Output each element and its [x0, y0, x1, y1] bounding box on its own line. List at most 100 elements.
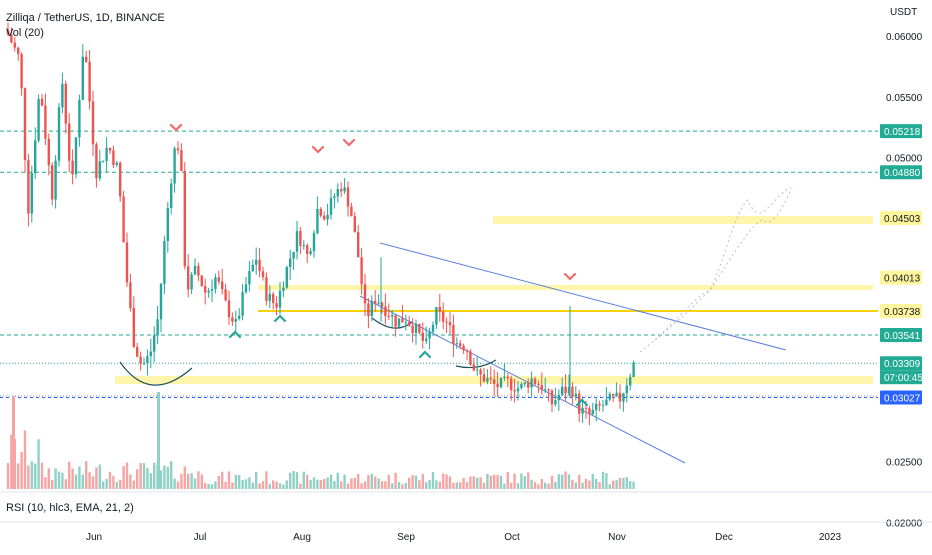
candle-body — [251, 264, 254, 272]
candle-body — [244, 284, 248, 293]
volume-bar — [241, 479, 244, 489]
candle-body — [618, 392, 622, 402]
candle-body — [323, 215, 326, 220]
volume-bar — [238, 474, 241, 489]
volume-bar — [258, 483, 261, 489]
candle-body — [176, 148, 180, 151]
rsi-indicator-label[interactable]: RSI (10, hlc3, EMA, 21, 2) — [6, 502, 134, 514]
candle-body — [486, 377, 489, 382]
volume-bar — [336, 472, 339, 489]
volume-bar — [455, 482, 458, 489]
candle-body — [238, 315, 241, 319]
candle-body — [377, 302, 380, 304]
candle-body — [319, 208, 322, 216]
candle-body — [68, 123, 71, 161]
volume-bar — [588, 480, 591, 489]
volume-bar — [537, 484, 540, 489]
candle-body — [520, 384, 523, 389]
price-label-badge — [880, 270, 922, 285]
candle-body — [469, 351, 472, 365]
candle-body — [612, 393, 615, 396]
volume-bar — [374, 476, 377, 489]
volume-bar — [157, 392, 160, 489]
candle-body — [387, 316, 390, 318]
volume-bar — [561, 474, 564, 489]
candle-body — [574, 393, 577, 397]
candle-body — [37, 98, 40, 141]
price-label-badge — [880, 390, 922, 405]
volume-bar — [102, 481, 105, 489]
volume-bar — [23, 430, 27, 489]
candle-body — [418, 323, 421, 333]
volume-bar — [68, 461, 71, 489]
volume-bar — [306, 474, 309, 489]
volume-bar — [394, 472, 397, 489]
candle-body — [156, 319, 159, 336]
candle-body — [278, 290, 282, 308]
candle-body — [510, 378, 513, 391]
candle-body — [523, 382, 526, 385]
candle-body — [445, 321, 448, 323]
volume-bar — [173, 478, 176, 489]
volume-bar — [612, 480, 615, 489]
volume-bar — [625, 477, 628, 489]
volume-bar — [581, 482, 584, 489]
candle-body — [404, 322, 407, 324]
volume-bar — [547, 483, 550, 489]
volume-bar — [47, 468, 50, 489]
candle-body — [411, 325, 414, 334]
volume-bar — [244, 479, 248, 489]
volume-bar — [346, 483, 350, 489]
volume-bar — [425, 482, 428, 489]
candle-body — [71, 160, 74, 175]
volume-bar — [357, 473, 360, 489]
volume-bar — [20, 452, 23, 489]
candle-body — [197, 265, 200, 276]
y-axis-tick-label: 0.05000 — [886, 154, 923, 165]
candle-body — [268, 293, 271, 301]
volume-bar — [601, 471, 605, 489]
candle-body — [44, 105, 47, 139]
candle-body — [625, 385, 628, 394]
candle-body — [74, 137, 78, 175]
volume-bar — [57, 471, 61, 489]
volume-bar — [142, 463, 146, 489]
volume-bar — [493, 474, 496, 489]
volume-indicator-label[interactable]: Vol (20) — [6, 27, 44, 39]
candle-body — [275, 303, 278, 308]
volume-bar — [530, 479, 533, 489]
volume-bar — [255, 472, 258, 489]
candle-body — [292, 251, 295, 259]
candle-body — [622, 393, 625, 402]
candle-body — [584, 407, 588, 409]
candle-body — [81, 56, 84, 100]
price-label-text: 0.03309 — [884, 359, 921, 370]
candle-body — [547, 389, 550, 391]
candle-body — [64, 83, 67, 124]
candle-body — [234, 318, 237, 322]
candle-body — [340, 189, 343, 192]
candle-body — [125, 242, 129, 283]
volume-bar — [428, 479, 431, 489]
volume-bar — [540, 479, 543, 489]
x-axis-label: Jul — [194, 532, 207, 543]
candle-body — [57, 107, 61, 161]
candle-body — [180, 150, 183, 171]
volume-bar — [170, 461, 173, 489]
volume-bar — [448, 476, 452, 489]
volume-bar — [377, 478, 380, 489]
price-label-badge — [880, 165, 922, 180]
volume-bar — [74, 474, 78, 489]
volume-bar — [401, 484, 404, 489]
volume-bar — [180, 473, 183, 489]
candle-body — [51, 165, 54, 200]
volume-bar — [370, 473, 373, 489]
volume-bar — [544, 482, 547, 489]
candle-body — [316, 208, 319, 234]
volume-bar — [112, 475, 115, 489]
candle-body — [306, 245, 309, 254]
candle-body — [350, 206, 353, 217]
candle-body — [224, 289, 227, 301]
